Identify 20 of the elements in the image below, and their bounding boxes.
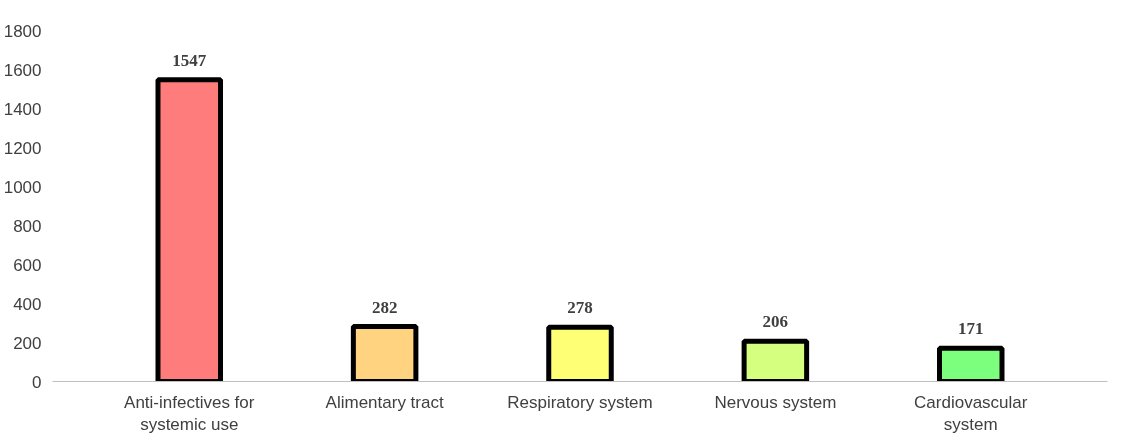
y-tick-label: 600 <box>13 255 42 275</box>
data-label: 282 <box>371 297 398 317</box>
data-label: 206 <box>762 312 789 332</box>
data-label: 1547 <box>172 50 207 70</box>
x-tick-label: Nervous system <box>714 392 837 412</box>
y-tick-label: 400 <box>13 294 42 314</box>
data-label: 171 <box>957 319 984 339</box>
x-tick-label: Cardiovascular system <box>914 392 1028 435</box>
y-tick-label: 0 <box>32 372 42 392</box>
data-label: 278 <box>567 298 593 318</box>
y-tick-label: 800 <box>13 216 42 236</box>
y-tick-label: 1800 <box>3 21 42 41</box>
y-tick-label: 1200 <box>3 138 42 158</box>
x-tick-label: Alimentary tract <box>325 392 444 412</box>
y-tick-label: 1600 <box>3 60 42 80</box>
y-tick-label: 200 <box>13 333 42 353</box>
y-tick-label: 1400 <box>3 99 42 119</box>
y-tick-label: 1000 <box>3 177 42 197</box>
x-tick-label: Respiratory system <box>507 392 653 412</box>
x-tick-label: Anti-infectives for systemic use <box>124 392 255 435</box>
